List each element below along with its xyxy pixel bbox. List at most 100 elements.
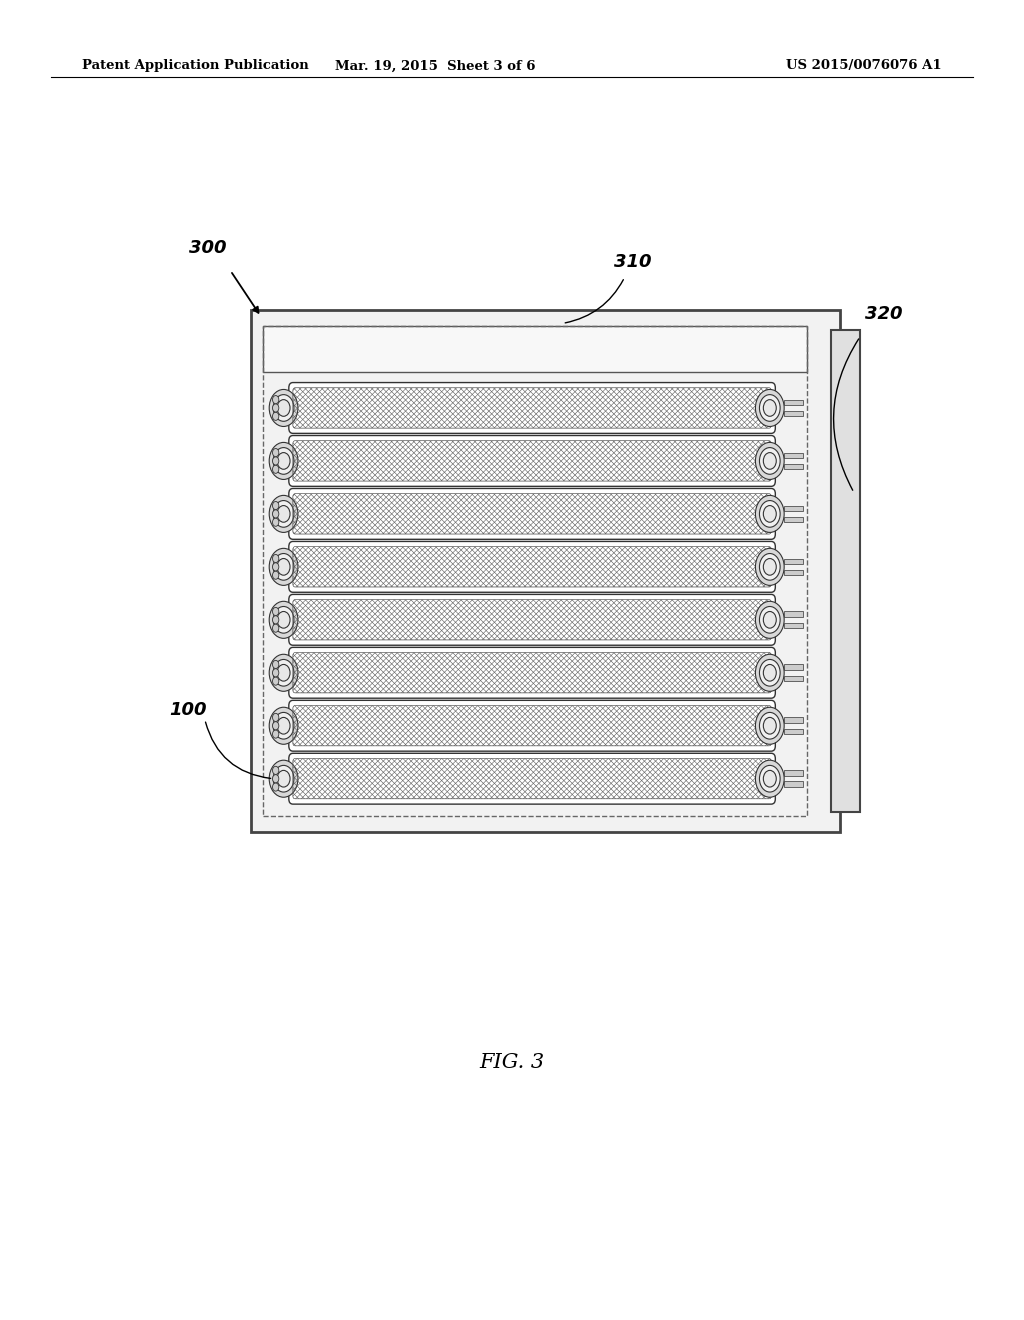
Circle shape [760,713,780,739]
Circle shape [272,510,279,517]
Circle shape [763,718,776,734]
Bar [251,310,840,832]
Circle shape [272,775,279,783]
FancyBboxPatch shape [289,701,775,751]
Circle shape [278,453,290,469]
Circle shape [272,465,279,474]
Circle shape [278,771,290,787]
Bar [784,463,803,469]
Circle shape [272,624,279,632]
Bar [263,326,807,372]
Circle shape [272,412,279,420]
Circle shape [756,548,784,585]
Circle shape [273,553,294,581]
Circle shape [763,771,776,787]
Circle shape [760,447,780,474]
Circle shape [272,554,279,562]
Circle shape [760,395,780,421]
Bar [784,453,803,458]
Circle shape [272,457,279,465]
Circle shape [273,447,294,474]
Circle shape [272,449,279,457]
Circle shape [278,664,290,681]
Circle shape [763,611,776,628]
Circle shape [272,722,279,730]
Circle shape [272,607,279,615]
Bar [784,623,803,628]
Circle shape [278,400,290,416]
Bar [784,676,803,681]
Circle shape [756,389,784,426]
Circle shape [273,713,294,739]
Circle shape [273,766,294,792]
Circle shape [760,766,780,792]
Circle shape [278,718,290,734]
Bar [784,664,803,671]
Circle shape [763,664,776,681]
Bar [784,729,803,734]
FancyBboxPatch shape [289,754,775,804]
Bar [784,781,803,787]
Circle shape [272,502,279,510]
Circle shape [272,677,279,685]
Bar [784,506,803,511]
Text: 100: 100 [169,701,207,719]
Circle shape [756,655,784,692]
Text: 320: 320 [865,305,903,323]
Circle shape [272,519,279,527]
FancyBboxPatch shape [289,647,775,698]
Circle shape [756,760,784,797]
Text: Patent Application Publication: Patent Application Publication [82,59,308,73]
Text: 300: 300 [189,239,227,257]
Bar [263,326,807,816]
Circle shape [278,611,290,628]
FancyBboxPatch shape [289,541,775,593]
Circle shape [272,660,279,668]
Circle shape [272,572,279,579]
Circle shape [272,730,279,738]
Bar [784,558,803,564]
FancyBboxPatch shape [289,594,775,645]
Circle shape [269,389,298,426]
Circle shape [273,660,294,686]
Circle shape [272,404,279,412]
Circle shape [763,558,776,576]
Bar [784,516,803,523]
Circle shape [763,400,776,416]
Circle shape [763,453,776,469]
Circle shape [273,395,294,421]
Circle shape [269,442,298,479]
Circle shape [272,783,279,791]
Circle shape [272,615,279,624]
Circle shape [760,500,780,527]
Circle shape [760,553,780,581]
Text: Mar. 19, 2015  Sheet 3 of 6: Mar. 19, 2015 Sheet 3 of 6 [335,59,536,73]
Circle shape [278,506,290,523]
FancyBboxPatch shape [289,488,775,540]
Circle shape [760,606,780,634]
Text: US 2015/0076076 A1: US 2015/0076076 A1 [786,59,942,73]
Circle shape [756,442,784,479]
Circle shape [272,669,279,677]
Bar [784,611,803,616]
Circle shape [756,708,784,744]
Circle shape [269,708,298,744]
Circle shape [278,558,290,576]
Circle shape [272,396,279,404]
FancyBboxPatch shape [289,383,775,433]
Circle shape [272,767,279,775]
Bar [784,400,803,405]
Circle shape [269,495,298,532]
Circle shape [269,655,298,692]
Bar [784,771,803,776]
Bar [784,570,803,576]
Circle shape [763,506,776,523]
Circle shape [756,602,784,639]
Circle shape [269,760,298,797]
Text: FIG. 3: FIG. 3 [479,1053,545,1072]
FancyBboxPatch shape [289,436,775,486]
Bar [784,411,803,416]
Text: 310: 310 [614,252,652,271]
Circle shape [272,713,279,722]
Circle shape [269,548,298,585]
